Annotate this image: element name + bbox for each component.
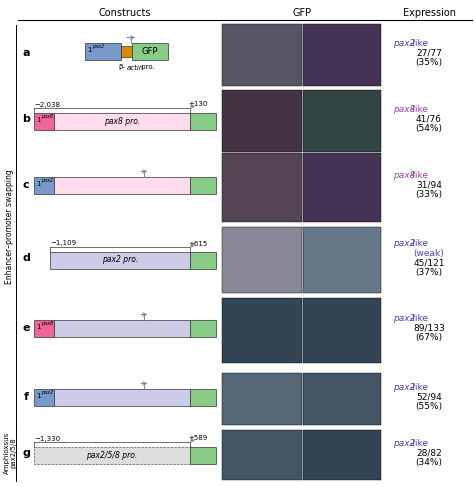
Text: 1: 1 [36,181,40,187]
Bar [50,251,190,268]
Text: pax2: pax2 [393,239,415,248]
Text: -like: -like [410,383,429,392]
Text: -like: -like [410,39,429,48]
Bar [303,298,381,363]
Text: -like: -like [410,171,429,180]
Text: b: b [22,114,30,124]
Text: 1: 1 [36,324,40,330]
Bar [190,176,216,193]
Text: pro.: pro. [139,64,155,71]
Text: a: a [22,48,30,58]
Text: −1,109: −1,109 [50,241,76,246]
Text: GFP: GFP [292,8,311,18]
Text: 1: 1 [87,47,91,53]
Bar [222,153,302,222]
Text: (34%): (34%) [416,458,443,467]
Bar [303,373,381,425]
Text: Expression: Expression [403,8,456,18]
Bar [54,319,190,337]
Text: 27/77: 27/77 [416,49,442,57]
Text: pax2: pax2 [393,314,415,323]
Text: 41/76: 41/76 [416,114,442,124]
Bar [190,112,216,130]
Text: (35%): (35%) [415,58,443,67]
Text: Constructs: Constructs [99,8,151,18]
Text: (33%): (33%) [415,190,443,199]
Bar [222,373,302,425]
Text: (37%): (37%) [415,268,443,277]
Text: pax2: pax2 [41,390,53,395]
Bar [303,430,381,480]
Text: 31/94: 31/94 [416,181,442,189]
Bar [303,90,381,152]
Text: e: e [22,323,30,333]
Text: (54%): (54%) [416,124,443,133]
Text: −1,330: −1,330 [34,435,60,442]
Text: pax2 pro.: pax2 pro. [102,256,138,264]
Bar [190,447,216,464]
Text: 28/82: 28/82 [416,449,442,457]
Text: pax2: pax2 [393,439,415,448]
Text: +615: +615 [188,241,207,246]
Bar [34,447,190,464]
Text: 89/133: 89/133 [413,323,445,333]
Bar [222,430,302,480]
Text: Enhancer–promoter swapping: Enhancer–promoter swapping [6,169,15,284]
Bar [54,389,190,406]
Text: g: g [22,448,30,458]
Text: β-: β- [118,64,126,71]
Bar [132,42,168,59]
Text: -like: -like [410,239,429,248]
Bar [54,112,190,130]
Bar [222,24,302,86]
Text: GFP: GFP [142,46,158,56]
Text: +589: +589 [188,435,207,442]
Text: pax2/5/8 pro.: pax2/5/8 pro. [86,450,137,460]
Bar [54,176,190,193]
Bar [34,112,54,130]
Bar [85,42,121,59]
Text: 1: 1 [36,117,40,123]
Text: 45/121: 45/121 [413,258,445,267]
Bar [190,389,216,406]
Bar [190,251,216,268]
Text: actin: actin [127,64,144,71]
Bar [222,227,302,293]
Text: c: c [23,180,29,190]
Bar [222,90,302,152]
Text: pax2: pax2 [393,383,415,392]
Text: -like: -like [410,439,429,448]
Text: (67%): (67%) [415,333,443,342]
Text: pax8 pro.: pax8 pro. [104,116,140,126]
Text: pax2: pax2 [393,39,415,48]
Bar [190,319,216,337]
Text: -like: -like [410,105,429,114]
Text: +130: +130 [188,101,207,108]
Bar [303,153,381,222]
Text: −2,038: −2,038 [34,101,60,108]
Bar [303,24,381,86]
Text: Amphioxsus
pax2/5/8: Amphioxsus pax2/5/8 [3,432,17,474]
Bar [121,45,132,56]
Text: 1: 1 [36,393,40,399]
Text: pax8: pax8 [393,171,415,180]
Text: pax2: pax2 [41,178,53,183]
Text: d: d [22,253,30,263]
Text: pax8: pax8 [393,105,415,114]
Bar [34,176,54,193]
Text: 52/94: 52/94 [416,393,442,401]
Text: pax8: pax8 [41,321,53,326]
Text: -like: -like [410,314,429,323]
Bar [222,298,302,363]
Bar [34,389,54,406]
Text: pax8: pax8 [41,114,53,119]
Bar [303,227,381,293]
Text: (weak): (weak) [414,249,444,258]
Text: f: f [24,392,28,402]
Bar [34,319,54,337]
Text: pax2: pax2 [92,44,104,49]
Text: (55%): (55%) [415,402,443,411]
